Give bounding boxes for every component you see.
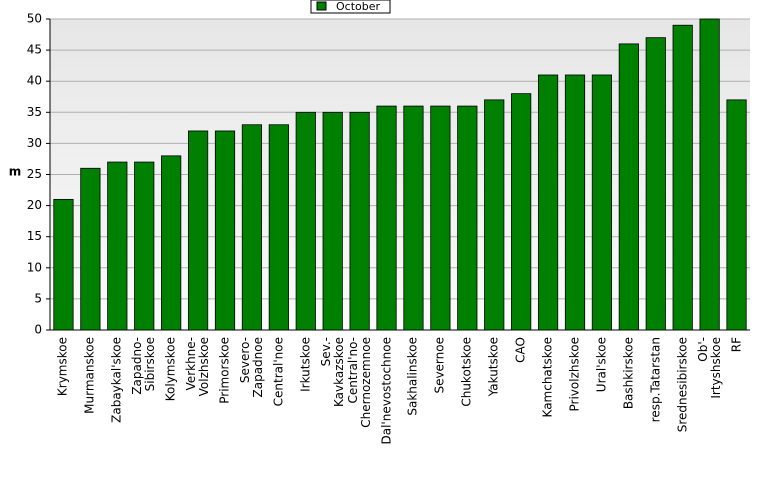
x-tick-label: Central'noe: [271, 337, 286, 407]
bar: [241, 124, 263, 331]
bar: [564, 74, 586, 331]
bar: [295, 111, 316, 331]
x-tick-label: Ural'skoe: [594, 337, 609, 393]
x-tick-label: Central'no- Chernozemnoe: [345, 337, 373, 428]
bar: [322, 111, 343, 331]
legend-label: October: [336, 0, 380, 13]
bar: [161, 155, 182, 331]
bar: [376, 105, 397, 331]
bar: [430, 105, 451, 331]
bar: [403, 105, 424, 331]
x-tick-label: Severo- Zapadnoe: [237, 337, 265, 398]
bar: [672, 24, 693, 331]
x-tick-label: Sakhalinskoe: [405, 337, 420, 416]
bar: [591, 74, 613, 331]
bar: [134, 161, 155, 331]
x-tick-label: Dal'nevostochnoe: [379, 337, 394, 445]
y-tick-label: 10: [27, 260, 42, 274]
bar: [726, 99, 747, 331]
x-tick-label: Kamchatskoe: [540, 337, 555, 418]
x-tick-label: Bashkirskoe: [621, 337, 636, 410]
bar: [511, 93, 532, 331]
y-tick-label: 40: [27, 74, 42, 88]
y-tick-label: 5: [34, 291, 42, 305]
y-tick-label: 15: [27, 229, 42, 243]
legend-swatch: [316, 1, 327, 11]
y-axis-label: m: [9, 165, 22, 179]
x-tick-label: Yakutskoe: [486, 337, 501, 397]
x-tick-label: Severnoe: [432, 337, 447, 394]
bar: [537, 74, 559, 331]
x-tick-label: Zabaykal'skoe: [109, 337, 124, 423]
x-tick-label: CAO: [513, 337, 528, 363]
y-tick-label: 45: [27, 43, 42, 57]
x-tick-label: RF: [729, 337, 744, 353]
x-tick-label: Irkutskoe: [298, 337, 313, 392]
bar: [457, 105, 478, 331]
x-tick-label: Ob'- Irtyshskoe: [695, 337, 723, 399]
bar: [187, 130, 209, 331]
x-tick-label: Chukotskoe: [459, 337, 474, 407]
bar: [268, 124, 289, 331]
bar: [484, 99, 505, 331]
legend: [310, 0, 391, 14]
y-tick-label: 0: [34, 323, 42, 337]
bar: [80, 167, 101, 331]
y-tick-label: 35: [27, 105, 42, 119]
y-tick-label: 20: [27, 198, 42, 212]
x-tick-label: Primorskoe: [217, 337, 232, 404]
x-tick-label: resp.Tatarstan: [648, 337, 663, 423]
y-tick-label: 30: [27, 136, 42, 150]
x-tick-label: Murmanskoe: [82, 337, 97, 414]
bar: [214, 130, 236, 331]
x-tick-label: Privolzhskoe: [567, 337, 582, 412]
bar: [618, 43, 639, 331]
x-tick-label: Verkhne- Volzhskoe: [184, 337, 212, 397]
x-tick-label: Sev.- Kavkazskoe: [318, 337, 346, 408]
y-tick-label: 25: [27, 167, 42, 181]
x-tick-label: Krymskoe: [55, 337, 70, 397]
bar: [699, 18, 720, 331]
bar: [645, 37, 666, 331]
bar: [349, 111, 370, 331]
bar: [53, 198, 74, 331]
x-tick-label: Kolymskoe: [163, 337, 178, 402]
y-tick-label: 50: [27, 12, 42, 26]
x-tick-label: Srednesibirskoe: [675, 337, 690, 433]
bar: [107, 161, 128, 331]
x-tick-label: Zapadno- Sibirskoe: [130, 337, 158, 395]
